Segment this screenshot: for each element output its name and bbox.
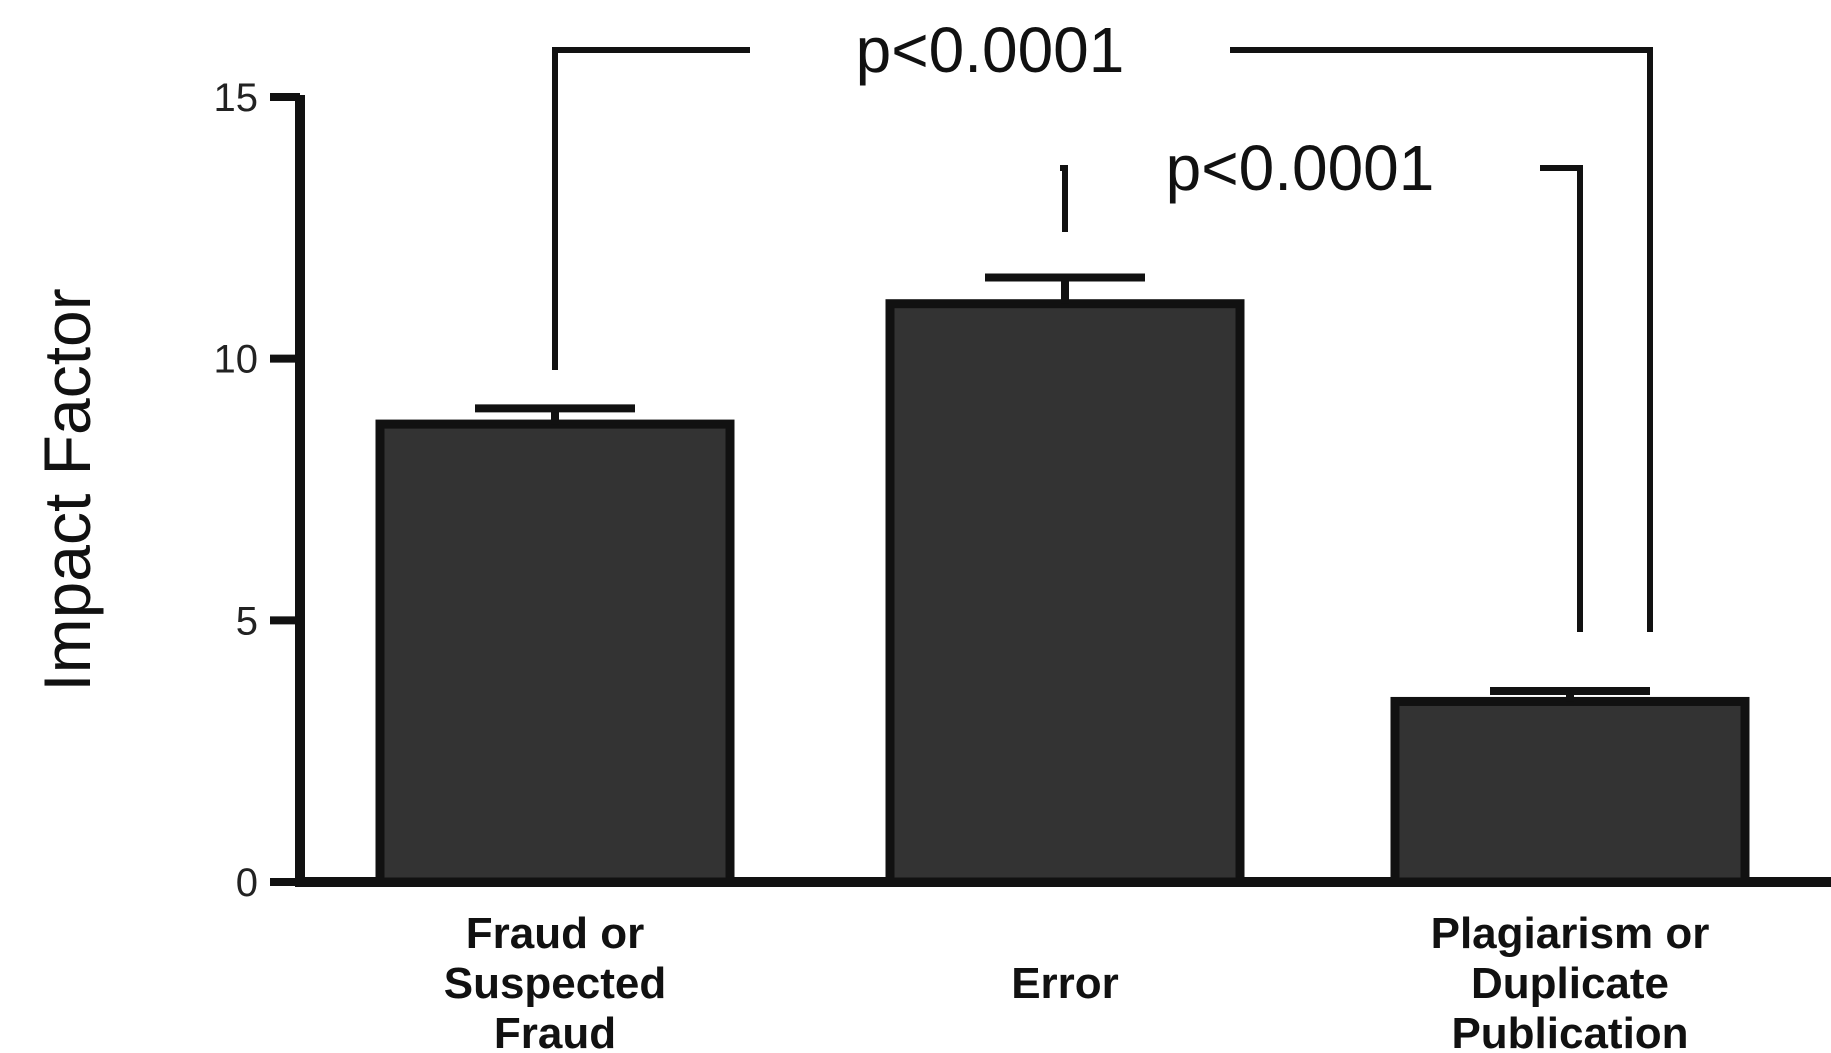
category-label-0-line-1: Suspected xyxy=(444,959,667,1008)
bar-0 xyxy=(375,419,735,887)
p-value-label-0: p<0.0001 xyxy=(856,14,1125,86)
category-label-2-line-1: Duplicate xyxy=(1471,959,1669,1008)
error-bars xyxy=(475,273,1650,702)
p-value-label-1: p<0.0001 xyxy=(1166,132,1435,204)
significance-brackets: p<0.0001 p<0.0001 xyxy=(552,14,1653,632)
y-axis-title: Impact Factor xyxy=(30,288,104,691)
category-label-1-line-0: Error xyxy=(1011,959,1119,1008)
y-tick-label-5: 5 xyxy=(236,599,258,643)
bracket-left-1 xyxy=(1060,165,1068,232)
category-label-0-line-0: Fraud or xyxy=(466,909,644,958)
category-label-0-line-2: Fraud xyxy=(494,1009,616,1053)
bars xyxy=(375,299,1750,887)
y-ticks: 0 5 10 15 xyxy=(214,76,300,905)
y-tick-label-15: 15 xyxy=(214,76,259,120)
y-tick-label-10: 10 xyxy=(214,338,259,382)
bar-2 xyxy=(1390,696,1750,887)
bracket-right-0 xyxy=(1230,47,1653,632)
bar-1 xyxy=(885,299,1245,887)
category-label-2-line-2: Publication xyxy=(1451,1009,1688,1053)
category-label-2-line-0: Plagiarism or xyxy=(1431,909,1710,958)
y-tick-label-0: 0 xyxy=(236,861,258,905)
bracket-right-1 xyxy=(1540,165,1583,632)
bracket-left-0 xyxy=(552,47,750,370)
